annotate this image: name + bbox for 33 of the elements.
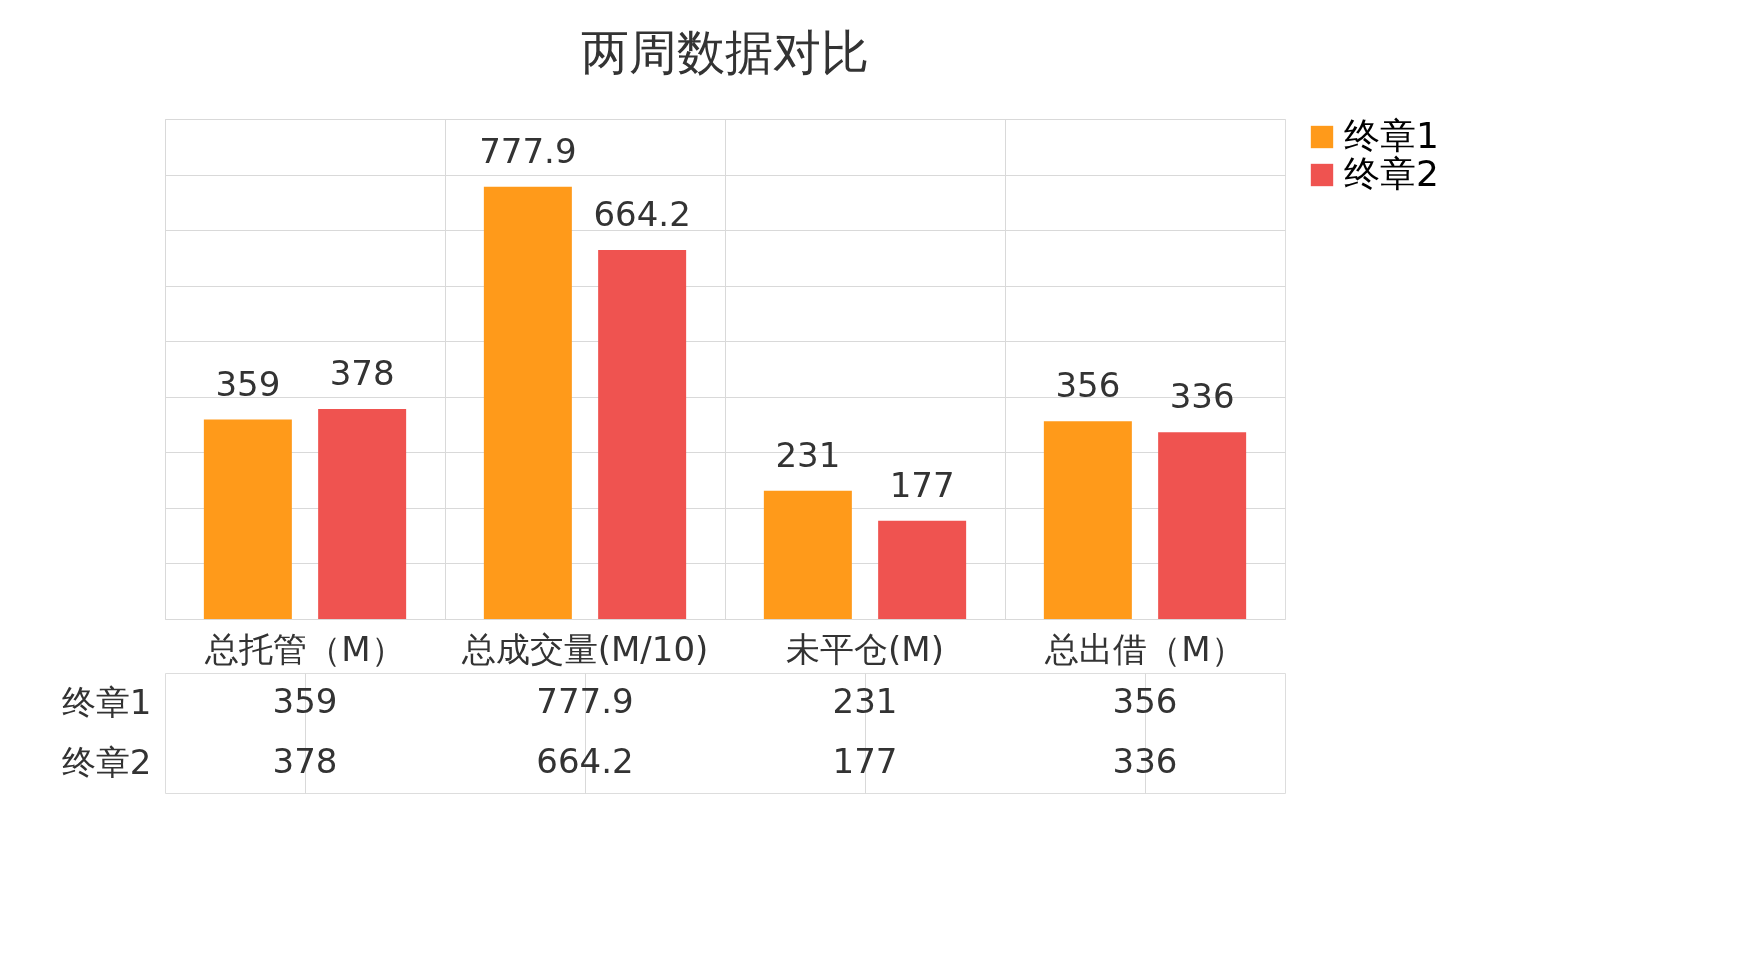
- annotation: 356: [1055, 365, 1121, 406]
- bar: [1043, 421, 1132, 619]
- annotation: 177: [889, 464, 955, 505]
- bar: [763, 490, 852, 619]
- x-tick-label: 总托管（M）: [204, 628, 405, 669]
- data-label: 359: [272, 681, 338, 721]
- annotation: 777.9: [479, 130, 577, 171]
- annotation: 378: [329, 353, 395, 393]
- bar: [1158, 432, 1247, 619]
- x-tick-label: 总成交量(M/10): [460, 628, 709, 669]
- legend-label: 终章2: [1344, 153, 1439, 194]
- bar: [878, 520, 967, 619]
- annotation: 231: [775, 434, 841, 475]
- chart-title: 两周数据对比: [581, 24, 869, 80]
- annotation: 336: [1169, 376, 1235, 417]
- data-label: 231: [832, 681, 898, 721]
- bar: [318, 409, 407, 619]
- data-label: 378: [272, 741, 338, 781]
- data-label: 336: [1112, 741, 1178, 781]
- data-label: 777.9: [536, 681, 634, 721]
- text: 终章2: [61, 741, 152, 782]
- annotation: 664.2: [593, 194, 691, 234]
- bar: [598, 250, 687, 619]
- data-label: 177: [832, 741, 898, 781]
- data-label: 664.2: [536, 741, 634, 781]
- legend-label: 终章1: [1344, 115, 1439, 156]
- text: 终章1: [61, 681, 152, 722]
- x-tick-label: 总出借（M）: [1044, 628, 1245, 669]
- data-label: 356: [1112, 681, 1178, 721]
- annotation: 359: [215, 363, 281, 404]
- bar: [203, 419, 292, 619]
- x-tick-label: 未平仓(M): [786, 628, 944, 669]
- bar: [483, 186, 572, 619]
